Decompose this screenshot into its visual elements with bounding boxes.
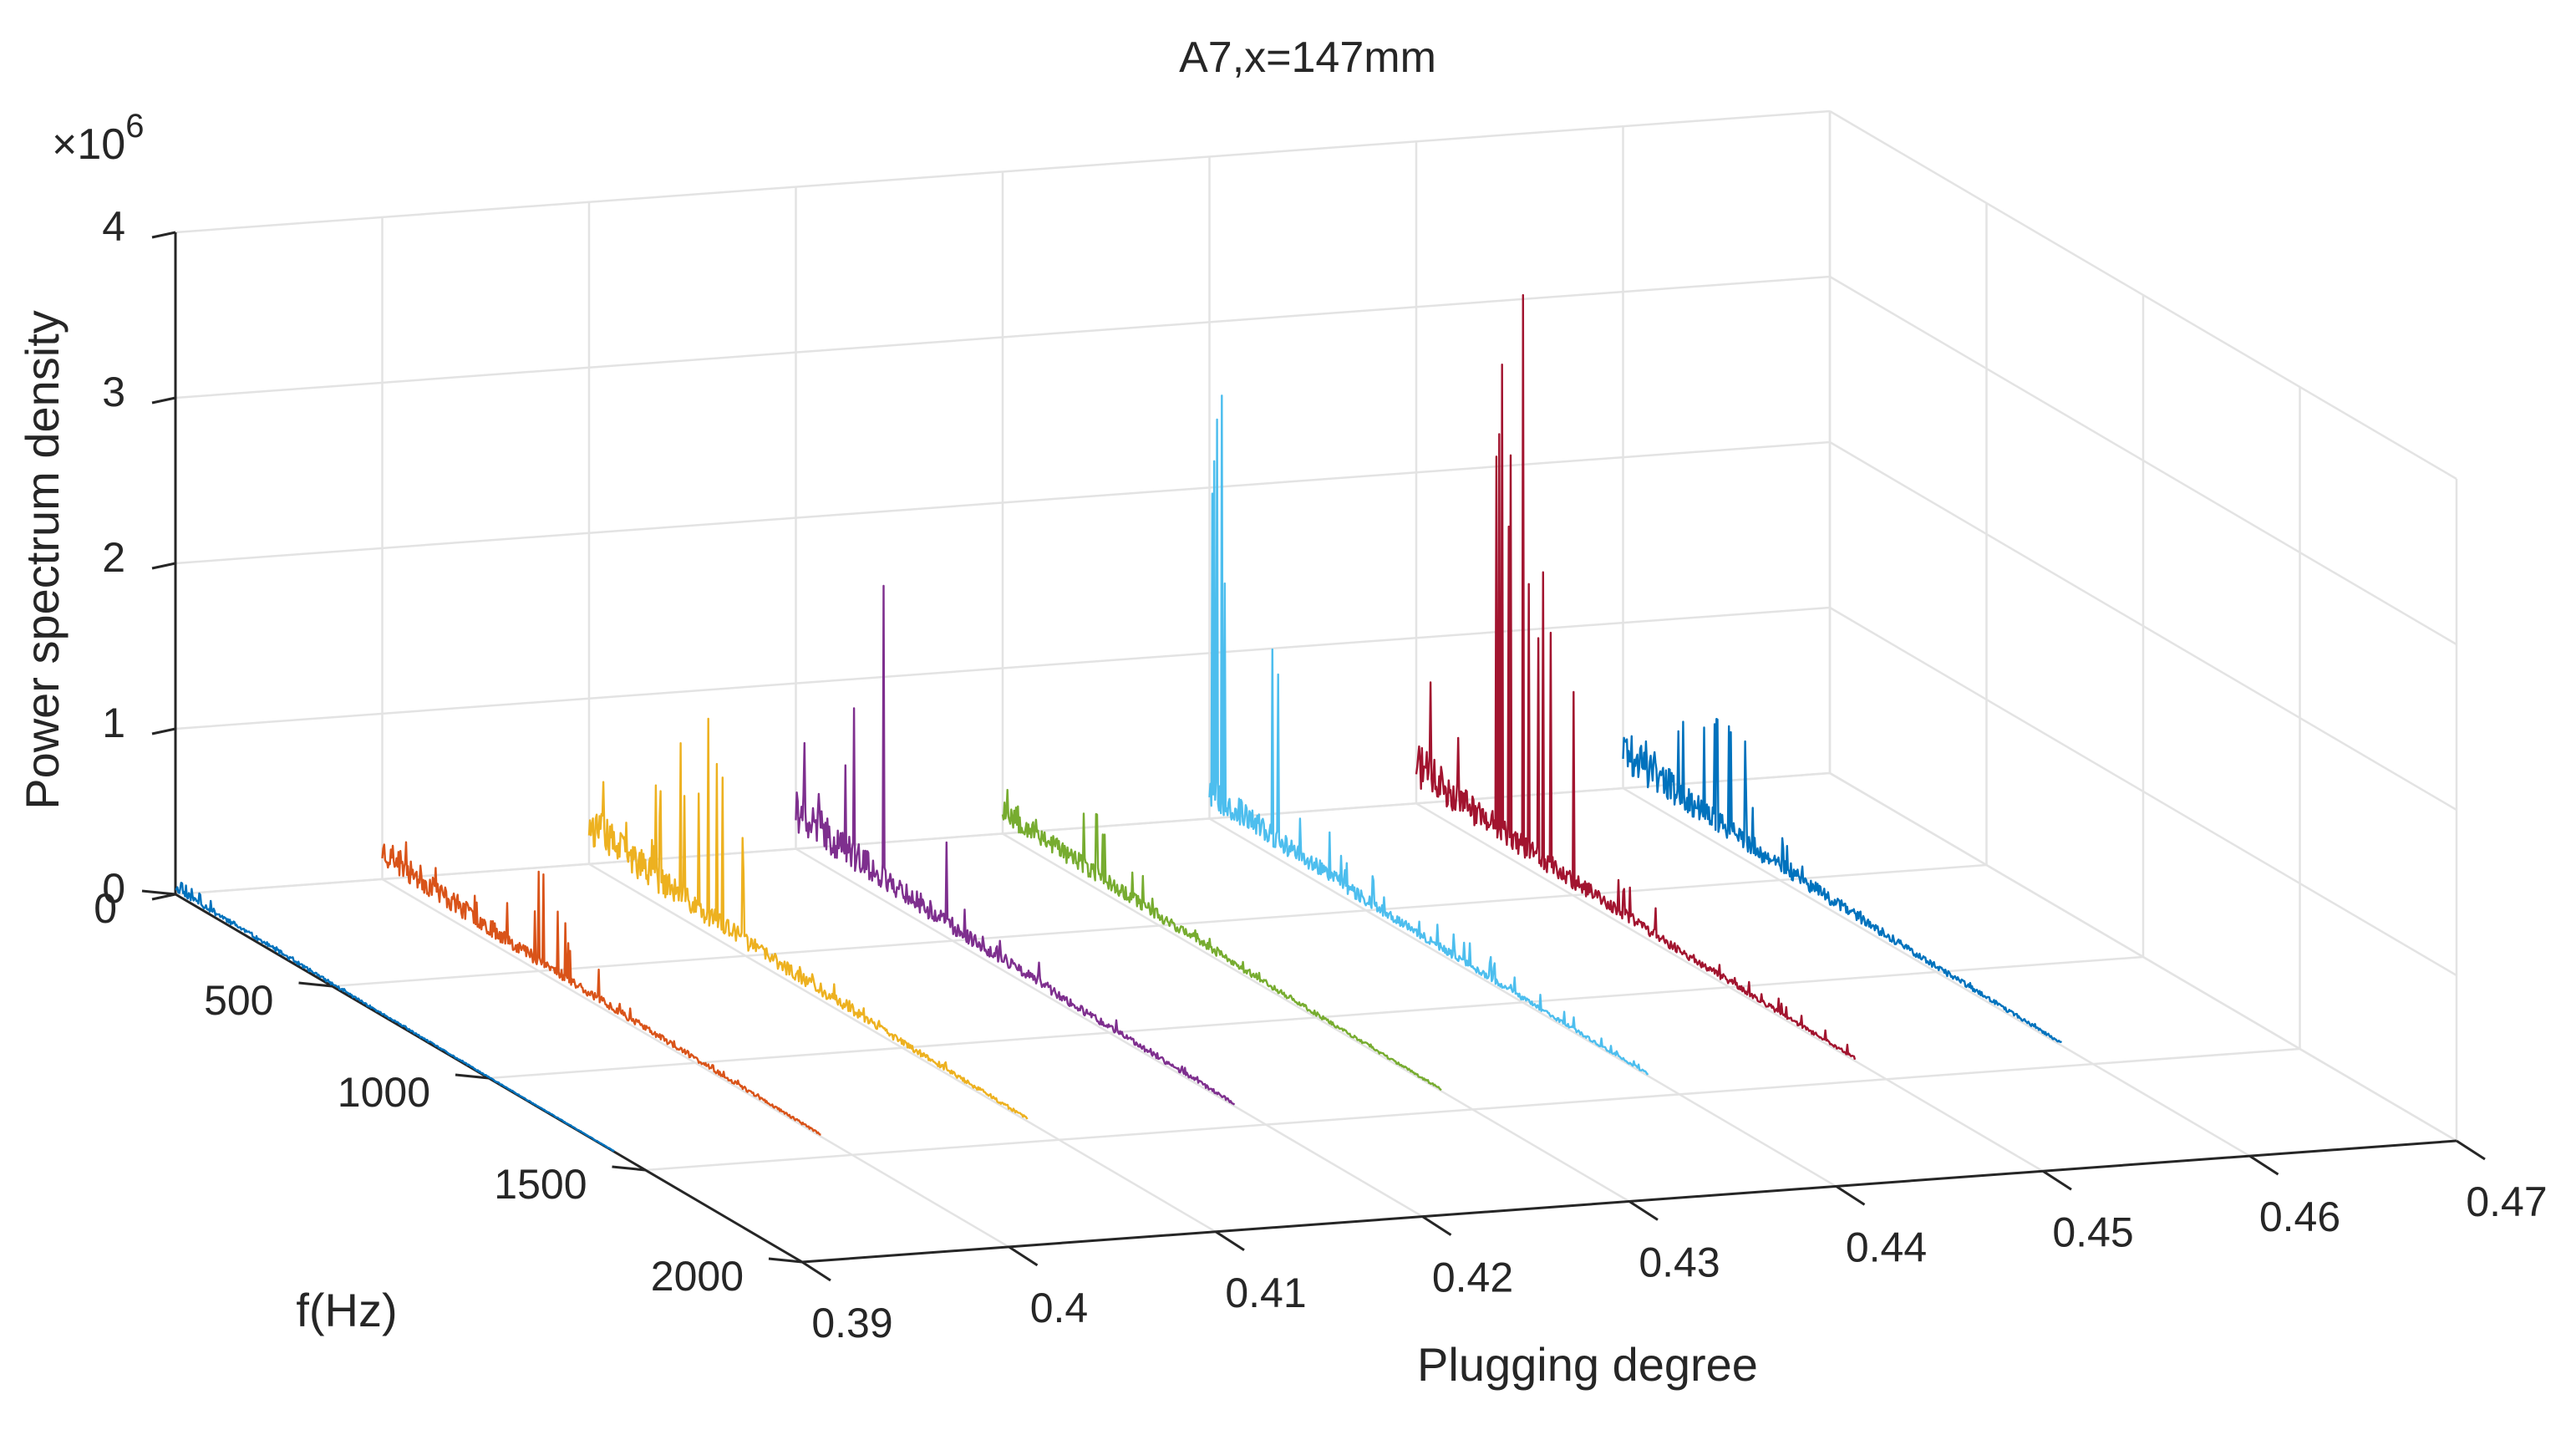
series-line-0.42	[795, 584, 1236, 1106]
x-tick-mark	[2042, 1170, 2072, 1191]
x-tick-label: 0.42	[1432, 1254, 1513, 1301]
z-exponent-base: ×10	[52, 120, 125, 169]
z-tick-label: 0	[102, 865, 125, 912]
grid-line-side-z	[1829, 440, 2457, 812]
series-line-0.46	[1622, 718, 2062, 1044]
y-tick-label: 0	[94, 885, 117, 932]
y-tick-mark	[612, 1165, 646, 1172]
y-tick-mark	[768, 1257, 803, 1264]
z-tick-label: 3	[102, 369, 125, 415]
y-tick-mark	[455, 1073, 490, 1080]
grid-line-back-z	[175, 440, 1831, 565]
series-line-0.4	[381, 841, 821, 1136]
chart-title: A7,x=147mm	[1179, 33, 1436, 82]
series-line-0.39	[175, 881, 615, 1153]
y-tick-label: 1500	[494, 1161, 587, 1208]
x-tick-mark	[2456, 1139, 2486, 1161]
x-tick-mark	[1215, 1230, 1245, 1252]
z-tick-label: 1	[102, 700, 125, 746]
x-tick-label: 0.47	[2466, 1178, 2547, 1225]
x-tick-label: 0.41	[1225, 1270, 1306, 1316]
z-tick-mark	[151, 727, 176, 735]
x-tick-label: 0.44	[1846, 1224, 1927, 1270]
x-tick-mark	[801, 1260, 831, 1282]
z-exponent-power: 6	[125, 108, 144, 145]
grid-line-floor-y	[488, 955, 2144, 1080]
z-axis-label: Power spectrum density	[16, 310, 69, 810]
grid-line-floor-y	[175, 771, 1831, 896]
x-tick-label: 0.45	[2052, 1209, 2133, 1255]
z-tick-mark	[151, 396, 176, 405]
z-tick-label: 4	[102, 203, 125, 250]
x-tick-label: 0.46	[2259, 1193, 2340, 1240]
z-tick-mark	[151, 562, 176, 570]
grid-line-floor-y	[332, 863, 1987, 988]
grid-line-side-z	[1829, 275, 2457, 646]
x-tick-label: 0.43	[1639, 1239, 1720, 1286]
y-tick-mark	[141, 889, 176, 896]
x-tick-mark	[2248, 1154, 2279, 1176]
y-tick-label: 2000	[651, 1253, 744, 1300]
grid-line-side-z	[1829, 606, 2457, 977]
x-tick-mark	[1835, 1185, 1866, 1206]
z-exponent-label: ×106	[52, 108, 144, 169]
grid-layer	[174, 109, 2458, 1264]
z-tick-label: 2	[102, 534, 125, 581]
x-tick-mark	[1628, 1200, 1659, 1221]
grid-line-floor-y	[645, 1047, 2300, 1172]
y-tick-label: 500	[204, 977, 273, 1024]
x-axis-label: Plugging degree	[1417, 1338, 1758, 1391]
grid-line-back-z	[175, 109, 1831, 234]
x-tick-mark	[1421, 1215, 1452, 1236]
series-line-0.43	[1001, 788, 1442, 1092]
y-tick-label: 1000	[338, 1069, 430, 1116]
series-line-0.45	[1415, 293, 1857, 1061]
axes-layer	[141, 231, 2486, 1282]
series-line-0.44	[1208, 394, 1649, 1076]
grid-line-back-z	[175, 606, 1831, 730]
grid-line-back-z	[175, 275, 1831, 399]
x-tick-mark	[1008, 1245, 1039, 1267]
labels-layer: A7,x=147mm Plugging degree f(Hz) Power s…	[16, 33, 2548, 1391]
grid-line-side-z	[1829, 109, 2457, 481]
x-tick-label: 0.4	[1030, 1285, 1089, 1331]
series-layer	[175, 293, 2062, 1153]
x-tick-label: 0.39	[811, 1300, 892, 1346]
z-tick-mark	[151, 231, 176, 239]
y-tick-mark	[298, 981, 333, 988]
y-axis-label: f(Hz)	[296, 1284, 397, 1336]
series-line-0.41	[587, 717, 1029, 1120]
